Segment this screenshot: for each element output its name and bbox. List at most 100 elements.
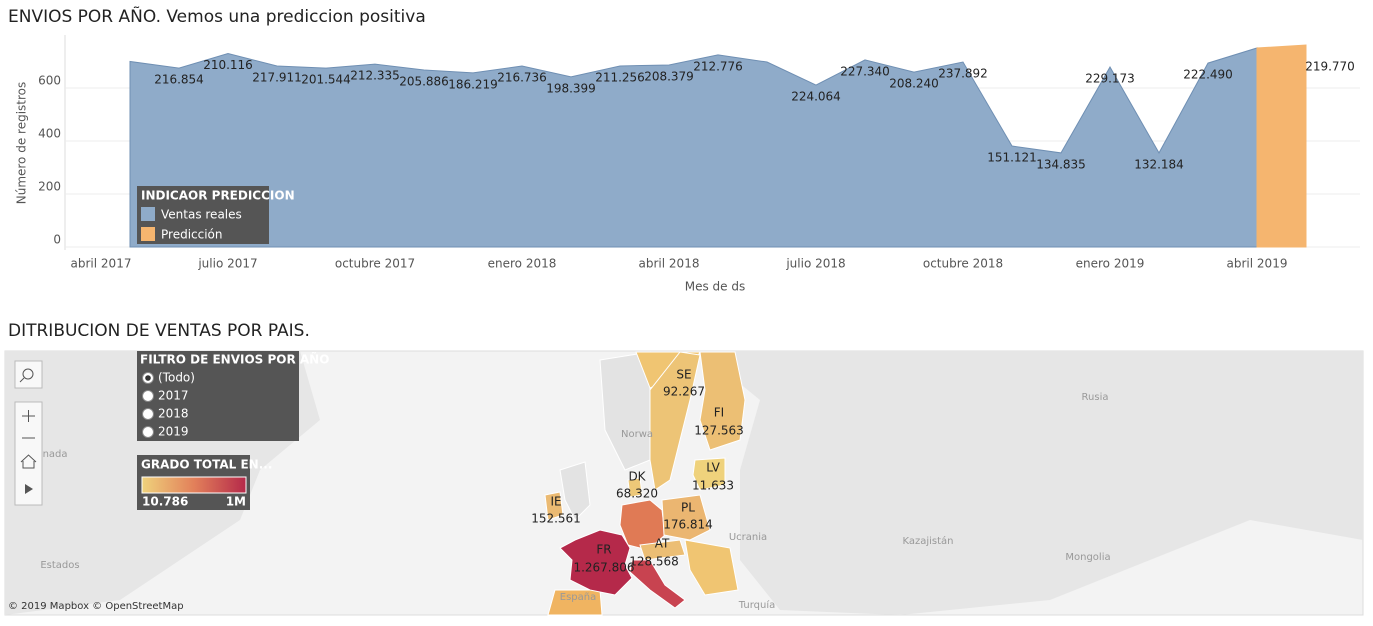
data-label: 219.770 [1305, 60, 1355, 74]
radio-label: 2018 [158, 407, 189, 421]
data-label: 132.184 [1134, 157, 1184, 171]
x-tick-label: julio 2017 [197, 257, 257, 271]
y-tick-label: 400 [38, 127, 61, 141]
data-label: 227.340 [840, 64, 890, 78]
y-axis-label: Número de registros [15, 82, 29, 205]
country[interactable] [661, 494, 711, 541]
country-value: 1.267.806 [573, 561, 634, 575]
legend: INDICAOR PREDICCION Ventas reales Predicc… [137, 186, 295, 244]
color-legend-tick: 1M [226, 495, 246, 509]
data-label: 210.116 [203, 58, 253, 72]
search-button[interactable] [14, 360, 43, 389]
x-tick-label: abril 2017 [71, 257, 132, 271]
data-label: 186.219 [448, 77, 498, 91]
map-title: DITRIBUCION DE VENTAS POR PAIS. [8, 321, 310, 341]
zoom-in[interactable] [22, 410, 35, 422]
country[interactable] [649, 351, 701, 491]
color-legend: GRADO TOTAL EN... 10.786 1M [137, 455, 272, 510]
country-code: DK [628, 470, 646, 484]
radio-label: 2017 [158, 389, 189, 403]
region [684, 539, 739, 596]
country-code: FR [596, 543, 611, 557]
country[interactable] [544, 491, 564, 521]
color-ramp [141, 476, 247, 494]
x-axis-label: Mes de ds [685, 280, 746, 294]
legend-label: Ventas reales [161, 208, 242, 222]
legend-title: INDICAOR PREDICCION [141, 189, 295, 203]
radio-label: (Todo) [158, 371, 195, 385]
place-label: Rusia [1082, 392, 1109, 403]
country-code: FI [714, 406, 724, 420]
place-labels: Rusia Norwa anada Ucrania Kazajistán Mongolia… [36, 392, 1110, 611]
x-tick-label: octubre 2017 [335, 257, 415, 271]
x-tick-label: octubre 2018 [923, 257, 1003, 271]
land [559, 461, 591, 521]
legend-items: Ventas reales Predicción [141, 207, 242, 242]
legend-swatch [141, 227, 155, 241]
search-icon [22, 368, 34, 380]
data-label: 208.379 [644, 69, 694, 83]
place-label: Mongolia [1065, 552, 1110, 563]
data-label: 208.240 [889, 77, 939, 91]
x-tick-label: abril 2019 [1227, 257, 1288, 271]
country[interactable] [699, 351, 746, 451]
country-code: AT [655, 537, 670, 551]
legend-label: Predicción [161, 228, 223, 242]
filter: FILTRO DE ENVIOS POR AÑO (Todo) 2017 2018 2… [137, 351, 329, 441]
radio-button[interactable] [142, 426, 154, 438]
country-code: LV [706, 461, 720, 475]
data-label: 229.173 [1085, 72, 1135, 86]
place-label: España [560, 592, 596, 603]
attribution: © 2019 Mapbox © OpenStreetMap [8, 601, 184, 612]
y-tick-label: 600 [38, 74, 61, 88]
data-label: 134.835 [1036, 157, 1086, 171]
data-label: 216.854 [154, 73, 204, 87]
country-value: 127.563 [694, 424, 744, 438]
country[interactable] [692, 457, 726, 491]
legend-box [137, 186, 269, 244]
color-legend-ticks: 10.786 1M [142, 495, 246, 509]
data-label: 212.335 [350, 69, 400, 83]
country-value: 176.814 [663, 518, 713, 532]
home-button[interactable] [20, 454, 37, 469]
x-tick-label: enero 2019 [1076, 257, 1145, 271]
country-value: 68.320 [616, 487, 658, 501]
country-code: IE [550, 495, 561, 509]
data-label: 151.121 [987, 151, 1037, 165]
radio-button[interactable] [142, 408, 154, 420]
y-tick-label: 200 [38, 180, 61, 194]
radio-label: 2019 [158, 425, 189, 439]
radio-dot [145, 375, 151, 381]
country[interactable] [627, 477, 643, 498]
data-label: 205.886 [399, 74, 449, 88]
y-tick-label: 0 [53, 233, 61, 247]
data-label: 212.776 [693, 59, 743, 73]
country-value: 92.267 [663, 385, 705, 399]
country[interactable] [639, 539, 686, 561]
chart-title: ENVIOS POR AÑO. Vemos una prediccion pos… [8, 5, 426, 27]
country-code: SE [676, 368, 691, 382]
place-label: Norwa [621, 429, 653, 440]
land [700, 351, 1363, 615]
place-label: Ucrania [729, 532, 767, 543]
regions: FR 1.267.806 SE 92.267 FI 127.563 DK 68.320 LV 11… [531, 351, 746, 596]
country[interactable] [559, 529, 633, 596]
region [629, 559, 686, 609]
x-tick-label: enero 2018 [488, 257, 557, 271]
place-label: Estados [40, 560, 79, 571]
x-tick-label: julio 2018 [785, 257, 845, 271]
data-label: 237.892 [938, 67, 988, 81]
search-icon [19, 377, 25, 383]
pan-button[interactable] [25, 484, 33, 494]
x-tick-label: abril 2018 [639, 257, 700, 271]
country-value: 152.561 [531, 512, 581, 526]
plot: 0 200 400 600 abril 2017 julio 2017 octubre 20… [38, 44, 1360, 271]
color-legend-title: GRADO TOTAL EN... [141, 458, 272, 472]
radio-button[interactable] [142, 390, 154, 402]
filter-box [137, 351, 299, 441]
area [1256, 44, 1307, 248]
filter-title: FILTRO DE ENVIOS POR AÑO [140, 352, 329, 367]
place-label: Turquía [738, 599, 775, 611]
